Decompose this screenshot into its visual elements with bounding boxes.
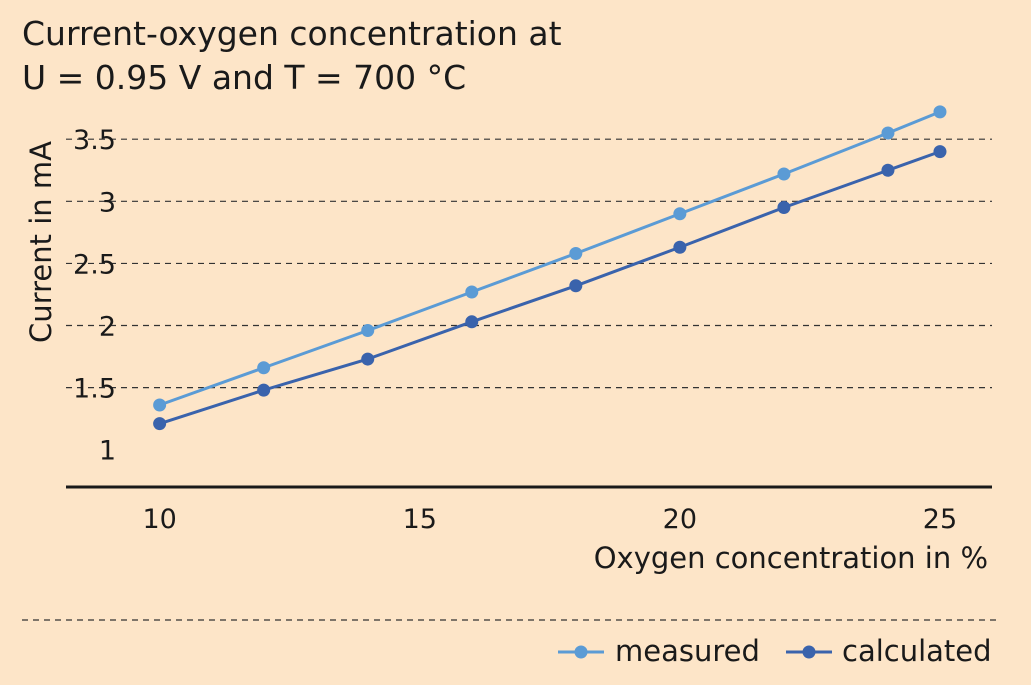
legend-label: measured bbox=[615, 634, 760, 668]
series-measured bbox=[153, 105, 947, 412]
series-calculated bbox=[153, 145, 947, 431]
data-point-measured bbox=[465, 285, 479, 299]
y-tick-label: 1 bbox=[99, 436, 116, 467]
data-point-calculated bbox=[465, 315, 479, 329]
data-point-calculated bbox=[361, 352, 375, 366]
x-tick-label: 10 bbox=[142, 504, 176, 535]
legend-item-measured: measured bbox=[558, 634, 760, 668]
data-point-measured bbox=[361, 323, 375, 337]
y-tick-label: 3 bbox=[99, 187, 116, 218]
data-point-calculated bbox=[257, 383, 271, 397]
data-point-calculated bbox=[569, 279, 583, 293]
data-point-measured bbox=[881, 126, 895, 140]
data-point-measured bbox=[673, 207, 687, 221]
chart-title-line-1: Current-oxygen concentration at bbox=[22, 14, 562, 53]
data-point-calculated bbox=[933, 145, 947, 159]
x-tick-label: 15 bbox=[403, 504, 437, 535]
legend-item-calculated: calculated bbox=[786, 634, 992, 668]
chart-title-line-2: U = 0.95 V and T = 700 °C bbox=[22, 58, 467, 97]
data-point-calculated bbox=[673, 240, 687, 254]
legend-swatch-marker bbox=[802, 645, 816, 659]
y-tick-label: 2.5 bbox=[73, 249, 116, 280]
data-point-calculated bbox=[777, 201, 791, 215]
y-tick-label: 1.5 bbox=[73, 374, 116, 405]
y-tick-label: 2 bbox=[99, 312, 116, 343]
data-point-measured bbox=[933, 105, 947, 119]
chart-title: Current-oxygen concentration at U = 0.95… bbox=[22, 12, 562, 100]
x-tick-label: 25 bbox=[923, 504, 957, 535]
data-point-calculated bbox=[881, 163, 895, 177]
series-line-calculated bbox=[159, 150, 941, 426]
data-point-calculated bbox=[153, 417, 167, 431]
x-tick-label: 20 bbox=[663, 504, 697, 535]
legend-label: calculated bbox=[842, 634, 992, 668]
data-point-measured bbox=[777, 167, 791, 181]
data-point-measured bbox=[153, 398, 167, 412]
y-axis-title: Current in mA bbox=[24, 141, 58, 343]
data-point-measured bbox=[569, 246, 583, 260]
gridlines bbox=[66, 138, 992, 389]
tick-labels: 1 1.5 2 2.5 3 3.5 10 15 20 25 bbox=[73, 125, 957, 535]
x-axis-title: Oxygen concentration in % bbox=[594, 541, 988, 575]
y-tick-label: 3.5 bbox=[73, 125, 116, 156]
series bbox=[153, 105, 947, 431]
series-line-measured bbox=[159, 110, 941, 407]
legend: measured calculated bbox=[22, 619, 1000, 668]
data-point-measured bbox=[257, 361, 271, 375]
legend-swatch-marker bbox=[574, 645, 588, 659]
